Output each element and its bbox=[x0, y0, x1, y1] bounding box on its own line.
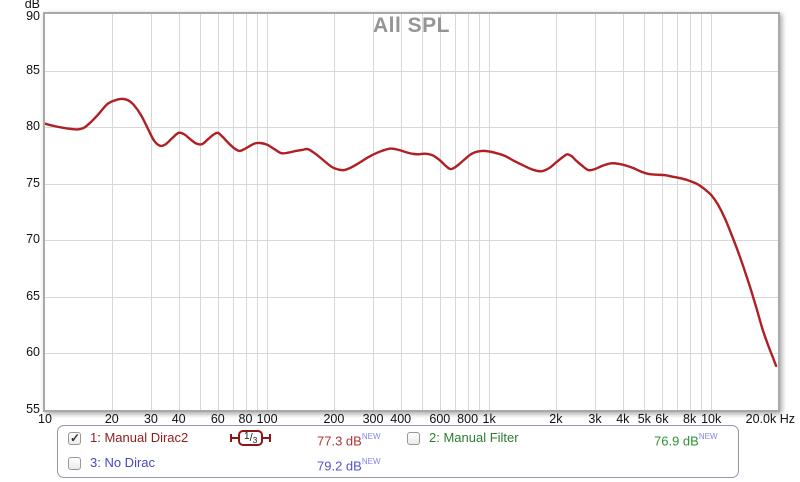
smoothing-line-right-icon bbox=[263, 434, 272, 442]
x-tick-label: 3k bbox=[588, 412, 602, 426]
x-tick-label: 80 bbox=[238, 412, 253, 426]
x-tick-label: 10k bbox=[701, 412, 722, 426]
y-axis-unit: dB bbox=[24, 0, 40, 11]
x-tick-label: 10 bbox=[38, 412, 52, 426]
y-tick-label: 85 bbox=[26, 63, 40, 77]
y-tick-label: 55 bbox=[26, 402, 40, 416]
x-tick-label-with-unit: 20.0k Hz bbox=[745, 412, 795, 426]
x-tick-label: 6k bbox=[655, 412, 669, 426]
y-tick-label: 90 bbox=[26, 9, 40, 23]
y-tick-label: 65 bbox=[26, 289, 40, 303]
trace-3-new-flag: NEW bbox=[361, 457, 381, 466]
y-tick-label: 70 bbox=[26, 232, 40, 246]
y-axis: dB 90 85 80 75 70 65 60 55 bbox=[0, 0, 40, 420]
x-tick-label: 30 bbox=[143, 412, 158, 426]
x-tick-label: 60 bbox=[210, 412, 225, 426]
chart-title: All SPL bbox=[372, 14, 450, 37]
x-tick-label: 600 bbox=[429, 412, 451, 426]
measurement-legend: ✓ 1: Manual Dirac2 1/3 77.3 dBNEW ✓ 2: M… bbox=[57, 425, 739, 478]
x-axis: 10 20 30 40 60 80 100 200 300 400 600 800 1k 2k 3k 4k 5k… bbox=[38, 412, 795, 428]
x-tick-label: 100 bbox=[256, 412, 278, 426]
plot-area[interactable] bbox=[43, 12, 780, 412]
trace-3-checkbox[interactable]: ✓ bbox=[68, 457, 81, 470]
smoothing-line-left-icon bbox=[230, 434, 238, 442]
x-tick-label: 40 bbox=[171, 412, 186, 426]
trace-1-checkbox[interactable]: ✓ bbox=[68, 431, 81, 445]
trace-2-value: 76.9 dBNEW bbox=[654, 432, 718, 449]
checkmark-icon: ✓ bbox=[70, 431, 81, 445]
spl-curve bbox=[45, 97, 778, 368]
trace-3-value: 79.2 dBNEW bbox=[317, 457, 381, 474]
x-tick-label: 2k bbox=[549, 412, 563, 426]
trace-2-checkbox[interactable]: ✓ bbox=[407, 432, 420, 445]
y-tick-label: 75 bbox=[26, 176, 40, 190]
x-tick-label: 200 bbox=[323, 412, 345, 426]
trace-2-label[interactable]: 2: Manual Filter bbox=[429, 430, 519, 445]
smoothing-indicator[interactable]: 1/3 bbox=[230, 429, 272, 447]
trace-1-new-flag: NEW bbox=[361, 432, 381, 441]
x-tick-label: 4k bbox=[616, 412, 630, 426]
y-tick-label: 80 bbox=[26, 119, 40, 133]
trace-2-new-flag: NEW bbox=[698, 432, 718, 441]
x-tick-label: 20 bbox=[104, 412, 119, 426]
trace-3-label[interactable]: 3: No Dirac bbox=[90, 455, 156, 470]
y-tick-label: 60 bbox=[26, 345, 40, 359]
x-tick-label: 800 bbox=[457, 412, 479, 426]
chart-canvas bbox=[45, 14, 778, 410]
x-tick-label: 400 bbox=[390, 412, 412, 426]
x-tick-label: 5k bbox=[637, 412, 651, 426]
x-tick-label: 8k bbox=[682, 412, 697, 426]
smoothing-fraction: 1/3 bbox=[238, 430, 264, 446]
trace-1-label[interactable]: 1: Manual Dirac2 bbox=[90, 430, 189, 445]
x-tick-label: 300 bbox=[362, 412, 384, 426]
trace-1-value: 77.3 dBNEW bbox=[317, 432, 381, 449]
x-tick-label: 1k bbox=[482, 412, 496, 426]
